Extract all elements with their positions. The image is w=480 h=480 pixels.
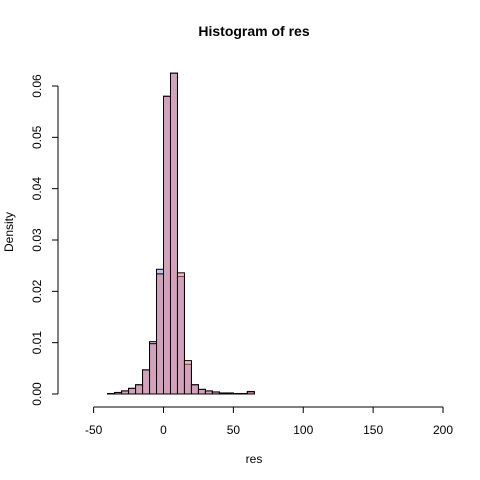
y-tick-label: 0.04	[30, 177, 44, 201]
histogram-bar	[128, 387, 137, 395]
histogram-bar	[225, 392, 234, 395]
y-tick-label: 0.06	[30, 74, 44, 98]
histogram-bar	[218, 392, 227, 395]
histogram-bar	[190, 384, 199, 395]
y-tick-label: 0.00	[30, 382, 44, 406]
x-tick-label: 200	[433, 423, 453, 437]
histogram-bar	[142, 369, 151, 395]
histogram-bar	[204, 390, 213, 395]
y-axis-label: Density	[2, 212, 16, 252]
histogram-bar	[197, 388, 206, 395]
histogram-bar	[176, 272, 185, 395]
histogram-bar	[183, 360, 192, 395]
x-tick-label: 100	[293, 423, 313, 437]
histogram-bar	[156, 273, 164, 395]
histogram-bar	[107, 392, 116, 395]
x-axis-label: res	[246, 452, 263, 466]
y-tick-label: 0.05	[30, 125, 44, 149]
histogram-bar	[239, 392, 248, 395]
chart-title: Histogram of res	[198, 23, 309, 39]
y-axis: 0.00 0.01 0.02 0.03 0.04 0.05 0.06	[30, 74, 59, 406]
histogram-bar	[149, 343, 158, 395]
x-axis: -50 0 50 100 150 200	[85, 406, 453, 437]
bars-layer	[107, 72, 255, 395]
histogram-bar	[232, 392, 241, 395]
histogram-bar	[169, 72, 178, 395]
y-tick-label: 0.01	[30, 331, 44, 355]
x-tick-label: 0	[160, 423, 167, 437]
y-tick-label: 0.02	[30, 279, 44, 303]
histogram-bar	[114, 391, 123, 395]
histogram-bar	[121, 390, 130, 395]
x-tick-label: 150	[363, 423, 383, 437]
y-tick-label: 0.03	[30, 228, 44, 252]
series-2	[107, 72, 255, 395]
histogram-bar	[163, 95, 171, 395]
histogram-bar	[246, 390, 255, 395]
x-tick-label: -50	[85, 423, 103, 437]
histogram-bar	[211, 391, 220, 395]
histogram-bar	[135, 384, 144, 395]
x-tick-label: 50	[227, 423, 241, 437]
